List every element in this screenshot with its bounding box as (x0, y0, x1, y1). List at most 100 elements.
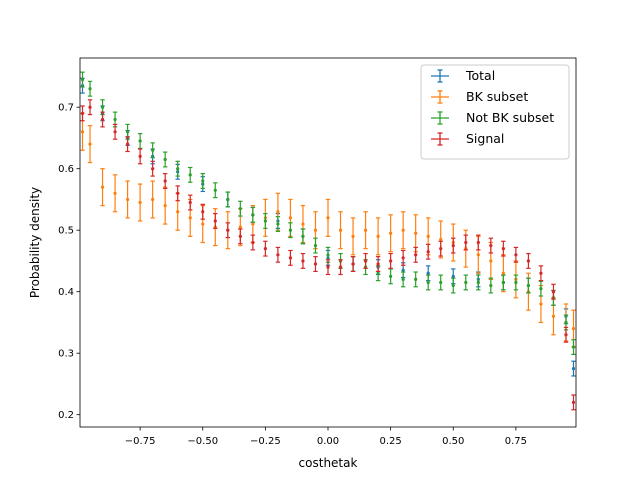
point-marker (176, 210, 180, 214)
point-marker (125, 142, 130, 146)
data-point (162, 173, 168, 189)
data-point (87, 99, 93, 116)
series-3 (80, 99, 576, 411)
point-marker (376, 271, 380, 275)
plot-area (79, 57, 577, 428)
data-point (413, 214, 418, 253)
point-marker (489, 283, 493, 288)
point-marker (313, 243, 318, 248)
data-point (426, 274, 431, 291)
point-marker (539, 287, 543, 291)
point-marker (201, 210, 205, 214)
point-marker (376, 262, 380, 266)
point-marker (389, 231, 393, 235)
point-marker (213, 219, 217, 223)
data-point (250, 234, 256, 251)
point-marker (163, 157, 167, 162)
y-axis-label: Probability density (28, 187, 42, 298)
point-marker (313, 228, 318, 232)
data-point (300, 252, 306, 269)
data-point (571, 394, 576, 411)
point-marker (113, 117, 117, 122)
data-point (363, 252, 368, 269)
data-point (275, 246, 281, 263)
data-point (80, 105, 85, 122)
point-marker (401, 256, 405, 260)
point-marker (251, 213, 255, 217)
data-point (80, 71, 85, 88)
data-point (476, 274, 481, 291)
point-marker (276, 210, 280, 214)
point-marker (163, 204, 167, 208)
legend-label: Total (465, 68, 495, 83)
legend-entry-3: Signal (431, 131, 504, 146)
data-point (563, 326, 569, 343)
data-point (513, 246, 519, 263)
point-marker (201, 179, 205, 183)
data-point (263, 212, 268, 229)
data-point (137, 183, 143, 222)
point-marker (464, 240, 468, 245)
point-marker (501, 271, 505, 275)
point-marker (288, 216, 293, 220)
data-point (325, 259, 331, 276)
point-marker (100, 117, 105, 122)
data-point (463, 274, 468, 291)
y-tick-label: 0.6 (58, 164, 74, 175)
data-point (313, 256, 318, 273)
data-point (526, 277, 531, 294)
x-axis: −0.75 −0.50 −0.25 0.00 0.25 0.50 0.75 (125, 427, 527, 447)
point-marker (389, 259, 393, 263)
point-marker (489, 243, 493, 248)
point-marker (301, 222, 305, 226)
y-tick-label: 0.4 (58, 287, 74, 298)
data-point (451, 237, 456, 254)
data-point (571, 360, 576, 377)
data-point (463, 234, 468, 251)
data-point (200, 203, 205, 220)
y-tick-label: 0.7 (58, 103, 74, 114)
data-point (238, 200, 243, 217)
x-tick-label: −0.50 (187, 436, 218, 447)
point-marker (571, 345, 576, 349)
legend-label: Not BK subset (466, 110, 554, 125)
point-marker (451, 283, 455, 288)
point-marker (288, 228, 293, 232)
data-point (225, 191, 230, 208)
point-marker (426, 250, 430, 254)
legend-entry-2: Not BK subset (431, 110, 554, 125)
data-point (288, 249, 293, 266)
data-point (87, 125, 93, 164)
data-point (375, 217, 381, 256)
point-marker (564, 333, 568, 337)
point-marker (251, 240, 255, 245)
point-marker (151, 148, 155, 152)
point-marker (426, 234, 430, 238)
data-point (538, 280, 544, 297)
point-marker (426, 271, 430, 275)
data-point (213, 212, 218, 229)
data-point (488, 277, 494, 294)
point-marker (376, 234, 380, 238)
point-marker (451, 243, 455, 248)
point-marker (88, 142, 92, 146)
data-point (150, 142, 155, 159)
data-point (137, 148, 143, 165)
data-point (250, 206, 256, 223)
series-2 (80, 71, 576, 356)
point-marker (226, 197, 230, 202)
point-marker (176, 191, 180, 195)
point-marker (363, 259, 368, 263)
point-marker (301, 259, 305, 263)
data-point (125, 180, 130, 219)
point-marker (88, 105, 92, 109)
data-point (375, 256, 381, 273)
data-point (100, 168, 105, 207)
data-point (438, 274, 443, 291)
point-marker (151, 167, 155, 171)
point-marker (476, 240, 480, 245)
data-point (225, 222, 230, 239)
point-marker (514, 280, 518, 285)
point-marker (526, 259, 531, 263)
data-point (538, 265, 544, 282)
